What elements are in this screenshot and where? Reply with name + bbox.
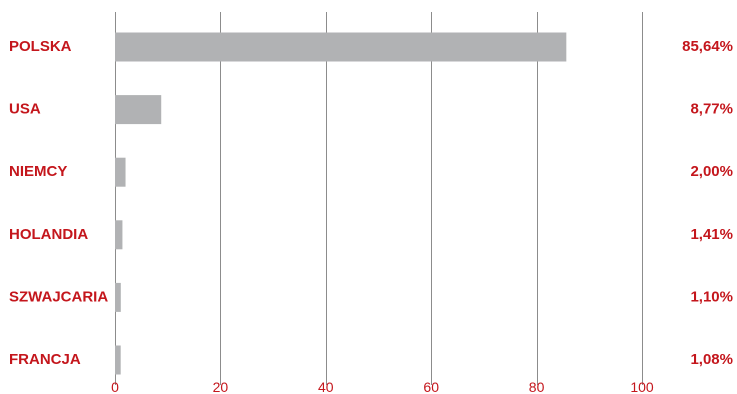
value-label-francja: 1,08% [690, 351, 733, 368]
x-tick-label-100: 100 [630, 379, 654, 394]
value-labels: 85,64% 8,77% 2,00% 1,41% 1,10% 1,08% [682, 38, 733, 368]
x-tick-label-0: 0 [111, 379, 119, 394]
value-label-polska: 85,64% [682, 38, 733, 55]
category-label-holandia: HOLANDIA [9, 226, 88, 243]
value-label-usa: 8,77% [690, 101, 733, 118]
x-tick-label-80: 80 [529, 379, 545, 394]
x-tick-label-20: 20 [213, 379, 229, 394]
bar-polska [115, 32, 567, 62]
bar-usa [115, 95, 162, 125]
bar-szwajcaria [115, 282, 121, 312]
gridlines [115, 12, 643, 385]
category-label-niemcy: NIEMCY [9, 163, 67, 180]
bar-francja [115, 345, 121, 375]
bar-holandia [115, 220, 123, 250]
bar-niemcy [115, 157, 126, 187]
category-labels: POLSKA USA NIEMCY HOLANDIA SZWAJCARIA FRANCJA [9, 38, 108, 368]
value-label-niemcy: 2,00% [690, 163, 733, 180]
category-label-polska: POLSKA [9, 38, 72, 55]
x-tick-label-60: 60 [423, 379, 439, 394]
x-axis-tick-labels: 0 20 40 60 80 100 [111, 379, 654, 394]
value-label-holandia: 1,41% [690, 226, 733, 243]
category-label-francja: FRANCJA [9, 351, 81, 368]
value-label-szwajcaria: 1,10% [690, 288, 733, 305]
category-label-usa: USA [9, 101, 41, 118]
bars [115, 32, 567, 375]
x-tick-label-40: 40 [318, 379, 334, 394]
category-label-szwajcaria: SZWAJCARIA [9, 288, 108, 305]
